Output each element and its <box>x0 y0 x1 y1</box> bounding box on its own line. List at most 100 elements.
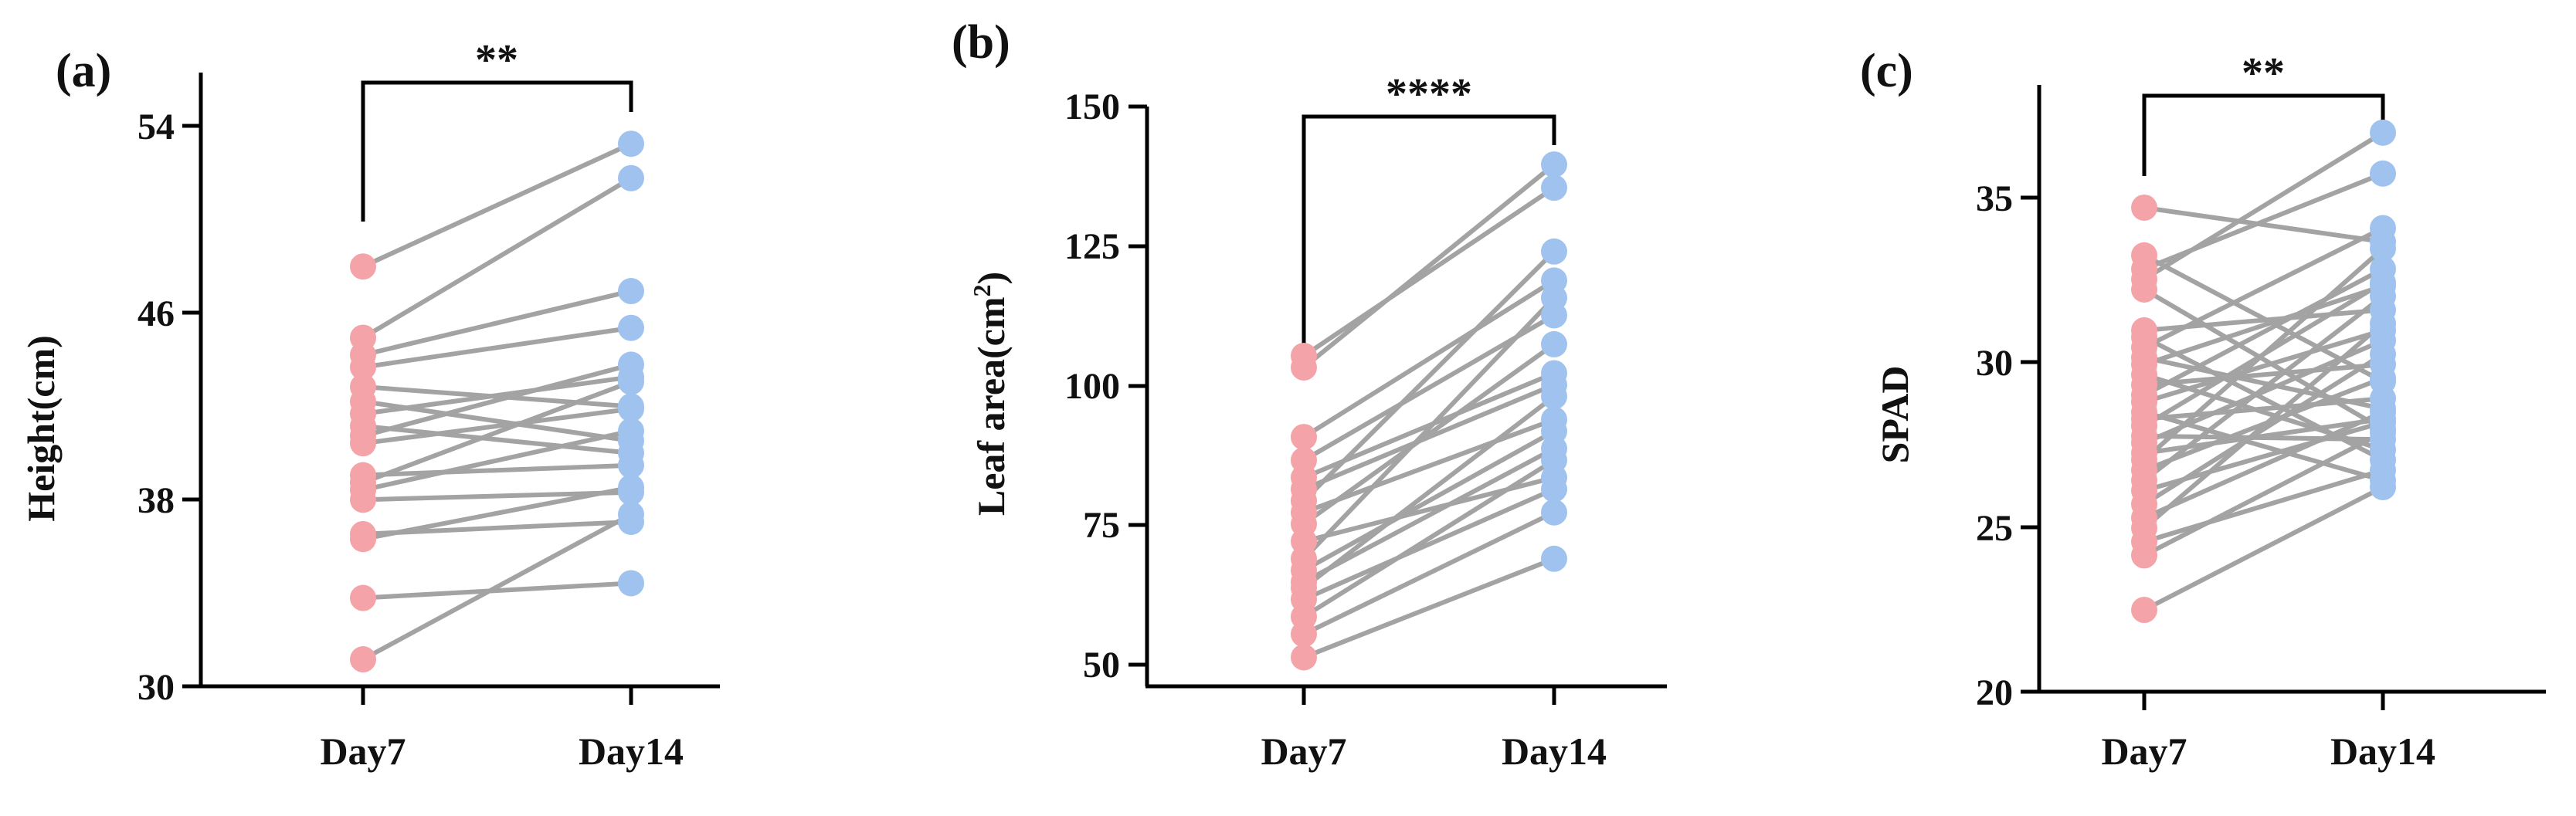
point-c-day7-1 <box>2131 194 2157 221</box>
point-a-day14-3 <box>618 278 644 305</box>
point-a-day7-14 <box>350 486 376 513</box>
y-tick-label-c-25: 25 <box>1976 508 2013 549</box>
point-c-day14-8 <box>2370 215 2396 242</box>
y-tick-label-a-54: 54 <box>137 107 175 147</box>
x-tick-label-c-day14: Day14 <box>2330 730 2435 773</box>
panel-a-height: (a) Height(cm) 30 38 46 54 Day7 Day14 ** <box>19 36 720 773</box>
pair-line-b-16 <box>1302 458 1556 619</box>
y-tick-label-c-35: 35 <box>1976 178 2013 219</box>
x-tick-label-b-day7: Day7 <box>1261 730 1346 773</box>
point-b-day14-9 <box>1541 330 1567 357</box>
y-tick-label-b-150: 150 <box>1064 86 1120 127</box>
pair-line-c-21 <box>2143 246 2384 462</box>
pair-line-a-8 <box>362 423 632 455</box>
point-a-day7-1 <box>350 253 376 280</box>
x-tick-label-a-day7: Day7 <box>320 730 406 773</box>
point-a-day14-2 <box>618 164 644 191</box>
point-b-day14-17 <box>1541 499 1567 526</box>
point-b-day14-1 <box>1541 174 1567 201</box>
x-tick-label-a-day14: Day14 <box>579 730 684 773</box>
pair-line-a-4 <box>362 325 632 370</box>
pair-line-a-17 <box>362 581 632 601</box>
significance-label-a: ** <box>475 36 518 84</box>
pair-line-c-26 <box>2143 410 2384 520</box>
panel-label-c: (c) <box>1860 45 1913 97</box>
point-b-day7-17 <box>1291 621 1317 648</box>
pair-line-c-5 <box>2143 287 2384 432</box>
pair-line-b-14 <box>1302 394 1556 590</box>
pair-line-b-2 <box>1302 162 1556 370</box>
pair-line-c-14 <box>2143 328 2384 405</box>
plot-area-a <box>350 130 644 673</box>
pair-line-c-1 <box>2143 205 2384 245</box>
pair-line-a-18 <box>361 512 633 662</box>
point-a-day7-17 <box>350 584 376 611</box>
pair-line-c-13 <box>2143 266 2384 398</box>
y-axis-title-b-close: ) <box>969 272 1013 285</box>
point-b-day14-7 <box>1541 238 1567 265</box>
pair-line-b-12 <box>1302 428 1556 573</box>
significance-bracket-a <box>361 80 633 222</box>
point-c-day14-22 <box>2370 364 2396 391</box>
pair-line-c-28 <box>2143 468 2384 544</box>
pair-line-c-4 <box>2143 130 2384 282</box>
point-c-day14-25 <box>2370 340 2396 367</box>
pair-line-b-7 <box>1302 249 1556 503</box>
point-a-day14-12 <box>618 368 644 395</box>
point-a-day14-11 <box>618 452 644 479</box>
point-c-day14-21 <box>2370 235 2396 262</box>
panel-c-spad: (c) SPAD 20 25 30 35 Day7 Day14 ** <box>1860 45 2546 773</box>
point-c-day7-5 <box>2131 276 2157 303</box>
pair-line-a-16 <box>362 485 632 542</box>
point-a-day14-18 <box>618 501 644 528</box>
pair-line-c-29 <box>2143 430 2384 558</box>
point-c-day14-4 <box>2370 119 2396 146</box>
point-a-day14-17 <box>618 570 644 597</box>
pair-line-b-13 <box>1302 446 1556 584</box>
point-c-day14-3 <box>2370 160 2396 187</box>
pair-line-b-9 <box>1302 342 1556 527</box>
y-tick-label-b-50: 50 <box>1083 645 1120 686</box>
point-b-day14-15 <box>1541 476 1567 503</box>
point-a-day7-4 <box>350 354 376 381</box>
y-tick-label-b-100: 100 <box>1064 366 1120 407</box>
pair-line-c-27 <box>2143 321 2384 530</box>
point-c-day14-26 <box>2370 398 2396 425</box>
x-tick-label-b-day14: Day14 <box>1502 730 1607 773</box>
point-b-day14-2 <box>1541 151 1567 178</box>
point-c-day14-30 <box>2370 474 2396 501</box>
pair-line-b-11 <box>1302 296 1556 560</box>
y-tick-label-c-30: 30 <box>1976 343 2013 384</box>
significance-label-b: **** <box>1386 70 1472 118</box>
point-b-day14-14 <box>1541 383 1567 410</box>
significance-label-c: ** <box>2242 49 2285 97</box>
y-tick-label-c-20: 20 <box>1976 672 2013 713</box>
pair-line-c-12 <box>2143 362 2384 388</box>
y-axis-title-a: Height(cm) <box>19 335 63 522</box>
panel-label-b: (b) <box>952 16 1010 69</box>
significance-bracket-b <box>1302 114 1556 344</box>
point-b-day14-11 <box>1541 284 1567 311</box>
pair-line-c-8 <box>2143 225 2384 350</box>
y-tick-label-a-38: 38 <box>137 480 175 521</box>
y-axis-title-b-text: Leaf area(cm <box>969 296 1013 516</box>
pair-line-a-3 <box>362 289 632 357</box>
plot-area-b <box>1291 151 1567 671</box>
point-a-day14-1 <box>618 130 644 157</box>
plot-area-c <box>2131 119 2396 624</box>
point-a-day7-10 <box>350 430 376 457</box>
point-c-day14-23 <box>2370 283 2396 310</box>
point-b-day14-18 <box>1541 545 1567 572</box>
pair-line-a-14 <box>362 489 632 503</box>
pair-line-b-17 <box>1302 510 1556 637</box>
pair-line-b-15 <box>1302 486 1556 602</box>
point-b-day7-2 <box>1291 354 1317 381</box>
point-b-day7-18 <box>1291 644 1317 671</box>
point-c-day14-27 <box>2370 310 2396 337</box>
pair-line-b-6 <box>1302 382 1556 492</box>
pair-line-c-25 <box>2143 352 2384 506</box>
point-c-day7-29 <box>2131 542 2157 569</box>
y-axis-title-b-superscript: 2 <box>968 284 996 296</box>
pair-line-a-9 <box>362 362 632 438</box>
